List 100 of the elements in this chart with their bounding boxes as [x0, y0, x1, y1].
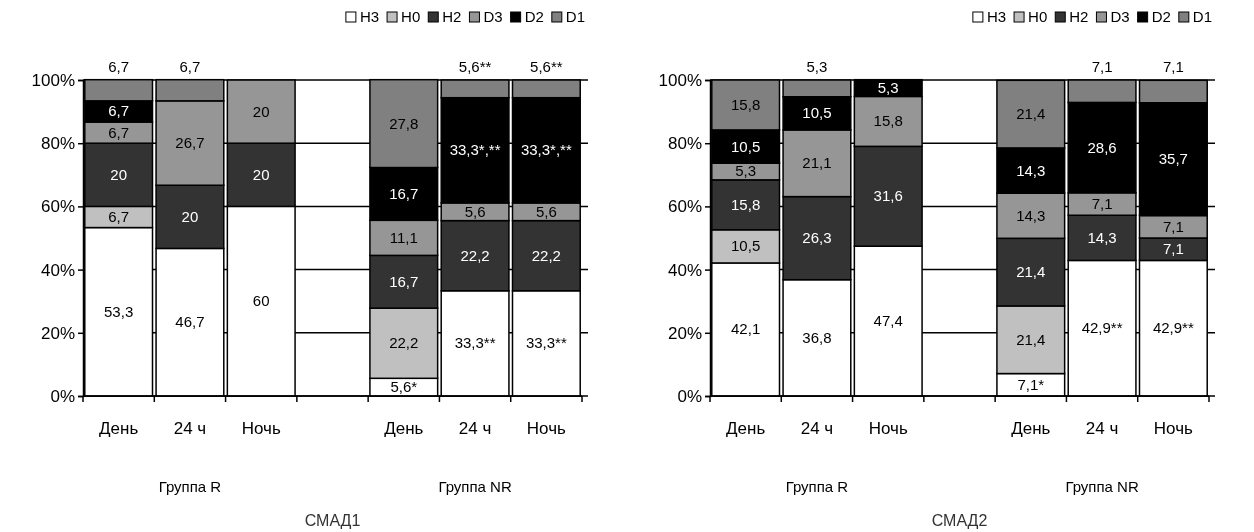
data-label: 15,8: [731, 95, 761, 113]
data-label: 7,1*: [1017, 375, 1045, 393]
data-label: 15,8: [873, 112, 903, 130]
data-label: 5,6**: [458, 58, 492, 75]
data-label: 36,8: [802, 328, 832, 346]
legend-label: D2: [524, 8, 544, 25]
data-label: 20: [110, 165, 127, 183]
data-label: 42,1: [731, 320, 761, 338]
data-label: 26,3: [802, 229, 832, 247]
data-label: 7,1: [1162, 217, 1184, 235]
data-label: 5,6: [464, 202, 486, 220]
legend-label: H2: [442, 8, 462, 25]
data-label: 22,2: [460, 246, 490, 264]
data-label: 42,9**: [1152, 319, 1194, 337]
text: Группа R: [785, 478, 849, 495]
data-label: 27,8: [389, 114, 419, 132]
data-label: 35,7: [1158, 150, 1188, 168]
legend-label: D3: [1110, 8, 1130, 25]
x-tick-label: 24 ч: [458, 419, 492, 438]
x-tick-label: День: [1011, 419, 1051, 438]
data-label: 5,3: [735, 162, 757, 180]
y-tick-label: 0%: [50, 386, 75, 406]
data-label: 7,1: [1091, 58, 1113, 75]
x-tick-label: Ночь: [1153, 419, 1194, 438]
data-label: 6,7: [108, 102, 130, 120]
data-label: 5,3: [877, 79, 899, 97]
data-label: 31,6: [873, 187, 903, 205]
x-tick-label: Ночь: [526, 419, 567, 438]
y-tick-label: 100%: [31, 70, 75, 90]
data-label: 10,5: [731, 237, 761, 255]
x-tick-label: Ночь: [868, 419, 908, 438]
legend-label: H3: [359, 8, 380, 25]
y-tick-label: 20%: [667, 323, 702, 343]
data-label: 42,9**: [1081, 319, 1123, 337]
data-label: 60: [252, 292, 270, 310]
text: Группа NR: [438, 478, 512, 495]
data-label: 33,3*,**: [449, 141, 501, 159]
data-label: 5,6: [535, 202, 557, 220]
data-label: 10,5: [802, 104, 832, 122]
text: СМАД2: [931, 512, 988, 529]
data-label: 10,5: [731, 137, 761, 155]
data-label: 53,3: [104, 302, 134, 320]
data-label: 46,7: [175, 313, 205, 331]
data-label: 21,4: [1016, 330, 1046, 348]
data-label: 33,3**: [454, 334, 496, 352]
x-tick-label: День: [99, 419, 139, 438]
data-label: 11,1: [389, 228, 418, 246]
data-label: 14,3: [1016, 206, 1046, 224]
legend-label: D1: [565, 8, 585, 25]
data-label: 7,1: [1162, 240, 1184, 258]
x-tick-label: День: [384, 419, 424, 438]
data-label: 22,2: [531, 246, 561, 264]
text: Группа NR: [1065, 478, 1139, 495]
data-label: 6,7: [179, 57, 201, 75]
data-label: 6,7: [108, 207, 130, 225]
y-tick-label: 60%: [40, 197, 75, 217]
data-label: 14,3: [1087, 228, 1117, 246]
x-tick-label: 24 ч: [1085, 419, 1119, 438]
x-tick-label: 24 ч: [173, 419, 207, 438]
y-tick-label: 100%: [658, 70, 702, 90]
data-label: 33,3**: [525, 334, 567, 352]
data-label: 16,7: [389, 184, 419, 202]
x-tick-label: 24 ч: [800, 419, 834, 438]
legend-label: D2: [1151, 8, 1171, 25]
text: СМАД1: [304, 512, 361, 529]
legend-label: D1: [1192, 8, 1212, 25]
y-tick-label: 80%: [40, 134, 75, 154]
text: Группа R: [158, 478, 222, 495]
data-label: 21,4: [1016, 105, 1046, 123]
data-label: 14,3: [1016, 161, 1046, 179]
legend-label: H2: [1069, 8, 1089, 25]
legend-label: D3: [483, 8, 503, 25]
y-tick-label: 20%: [40, 323, 75, 343]
data-label: 5,6*: [390, 378, 418, 396]
data-label: 26,7: [175, 134, 205, 152]
legend-label: H0: [401, 8, 421, 25]
data-label: 5,6**: [530, 58, 563, 75]
data-label: 47,4: [873, 312, 903, 330]
y-tick-label: 0%: [677, 386, 702, 406]
data-label: 5,3: [806, 58, 828, 75]
y-tick-label: 40%: [667, 260, 702, 280]
data-label: 22,2: [389, 334, 419, 352]
x-tick-label: Ночь: [241, 419, 281, 438]
data-label: 6,7: [108, 123, 130, 141]
y-tick-label: 60%: [667, 197, 702, 217]
y-tick-label: 40%: [40, 260, 75, 280]
data-label: 20: [252, 102, 270, 120]
data-label: 16,7: [389, 272, 419, 290]
data-label: 28,6: [1087, 138, 1117, 156]
x-tick-label: День: [726, 419, 766, 438]
legend-label: H3: [986, 8, 1007, 25]
legend-label: H0: [1028, 8, 1048, 25]
data-label: 33,3*,**: [520, 141, 572, 159]
data-label: 6,7: [108, 57, 130, 75]
data-label: 21,1: [802, 154, 832, 172]
data-label: 7,1: [1162, 58, 1184, 76]
data-label: 21,4: [1016, 263, 1046, 281]
data-label: 7,1: [1091, 195, 1113, 213]
data-label: 20: [181, 207, 199, 225]
data-label: 20: [252, 165, 270, 183]
